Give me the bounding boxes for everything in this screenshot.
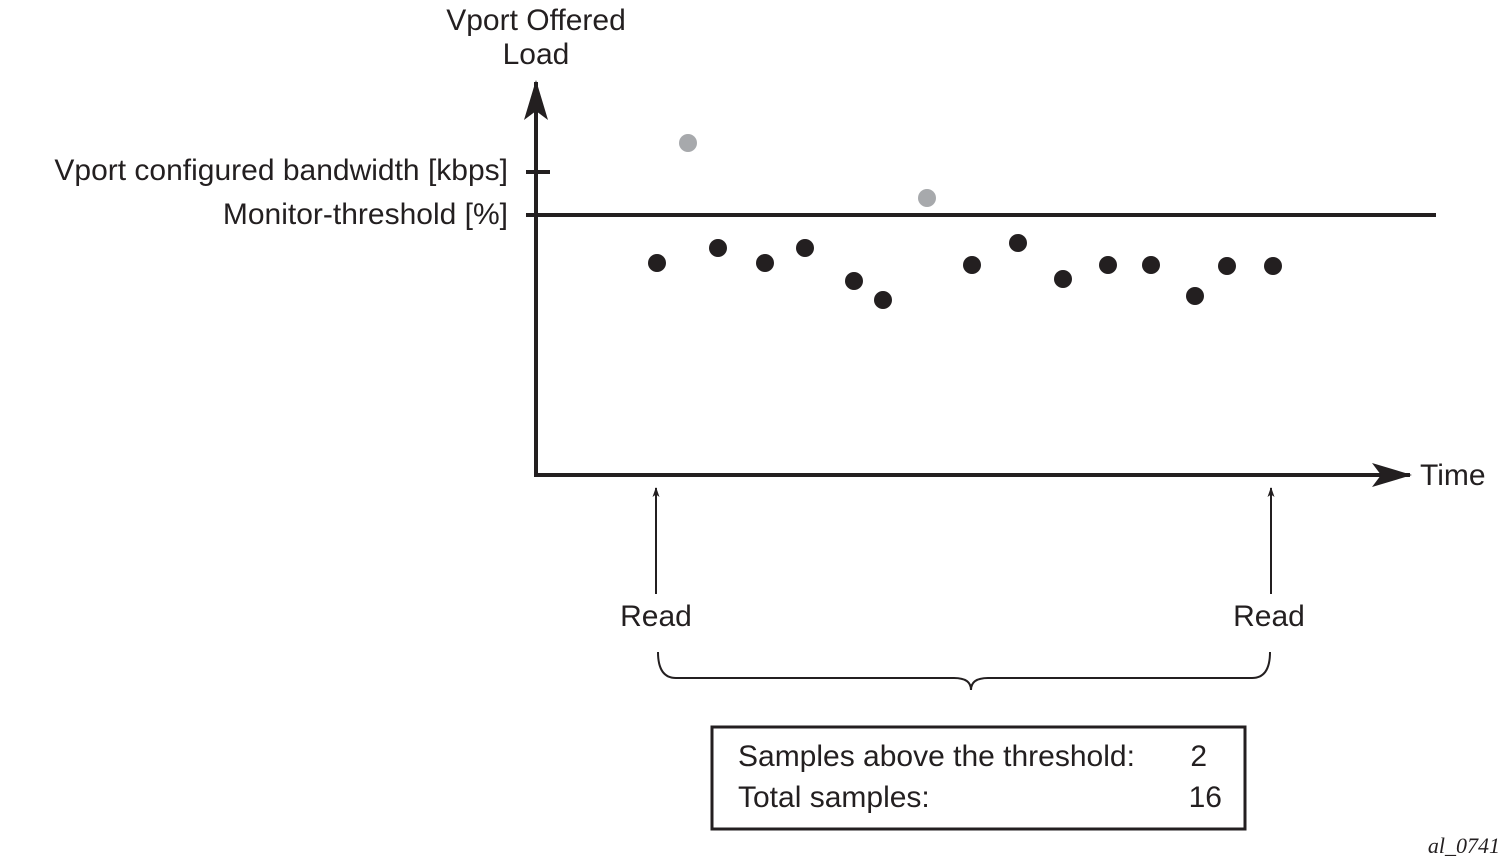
level-label: Vport configured bandwidth [kbps] (54, 154, 508, 187)
x-axis-label: Time (1420, 459, 1486, 492)
sample-dot-above (918, 189, 936, 207)
sample-dot (1099, 256, 1117, 274)
sample-dot (963, 256, 981, 274)
summary-label: Total samples: (738, 781, 930, 814)
level-label: Monitor-threshold [%] (223, 198, 508, 231)
read-label: Read (1233, 600, 1305, 633)
summary-value: 2 (1190, 740, 1207, 773)
figure-id: al_0741 (1428, 833, 1500, 858)
summary-label: Samples above the threshold: (738, 740, 1135, 773)
sample-dot (874, 291, 892, 309)
sample-dot (1009, 234, 1027, 252)
read-label: Read (620, 600, 692, 633)
sample-dot (1186, 287, 1204, 305)
summary-box (710, 725, 1247, 831)
sample-dot-above (679, 134, 697, 152)
sample-dot (1142, 256, 1160, 274)
sample-dot (796, 239, 814, 257)
sample-dot (709, 239, 727, 257)
brace (657, 651, 1271, 691)
sample-dot (845, 272, 863, 290)
sample-dot (1218, 257, 1236, 275)
summary-value: 16 (1189, 781, 1222, 814)
sample-dot (1054, 270, 1072, 288)
y-axis-label: Load (503, 38, 570, 71)
sample-dot (756, 254, 774, 272)
sample-dot (648, 254, 666, 272)
sample-dot (1264, 257, 1282, 275)
y-axis-label: Vport Offered (446, 4, 626, 37)
